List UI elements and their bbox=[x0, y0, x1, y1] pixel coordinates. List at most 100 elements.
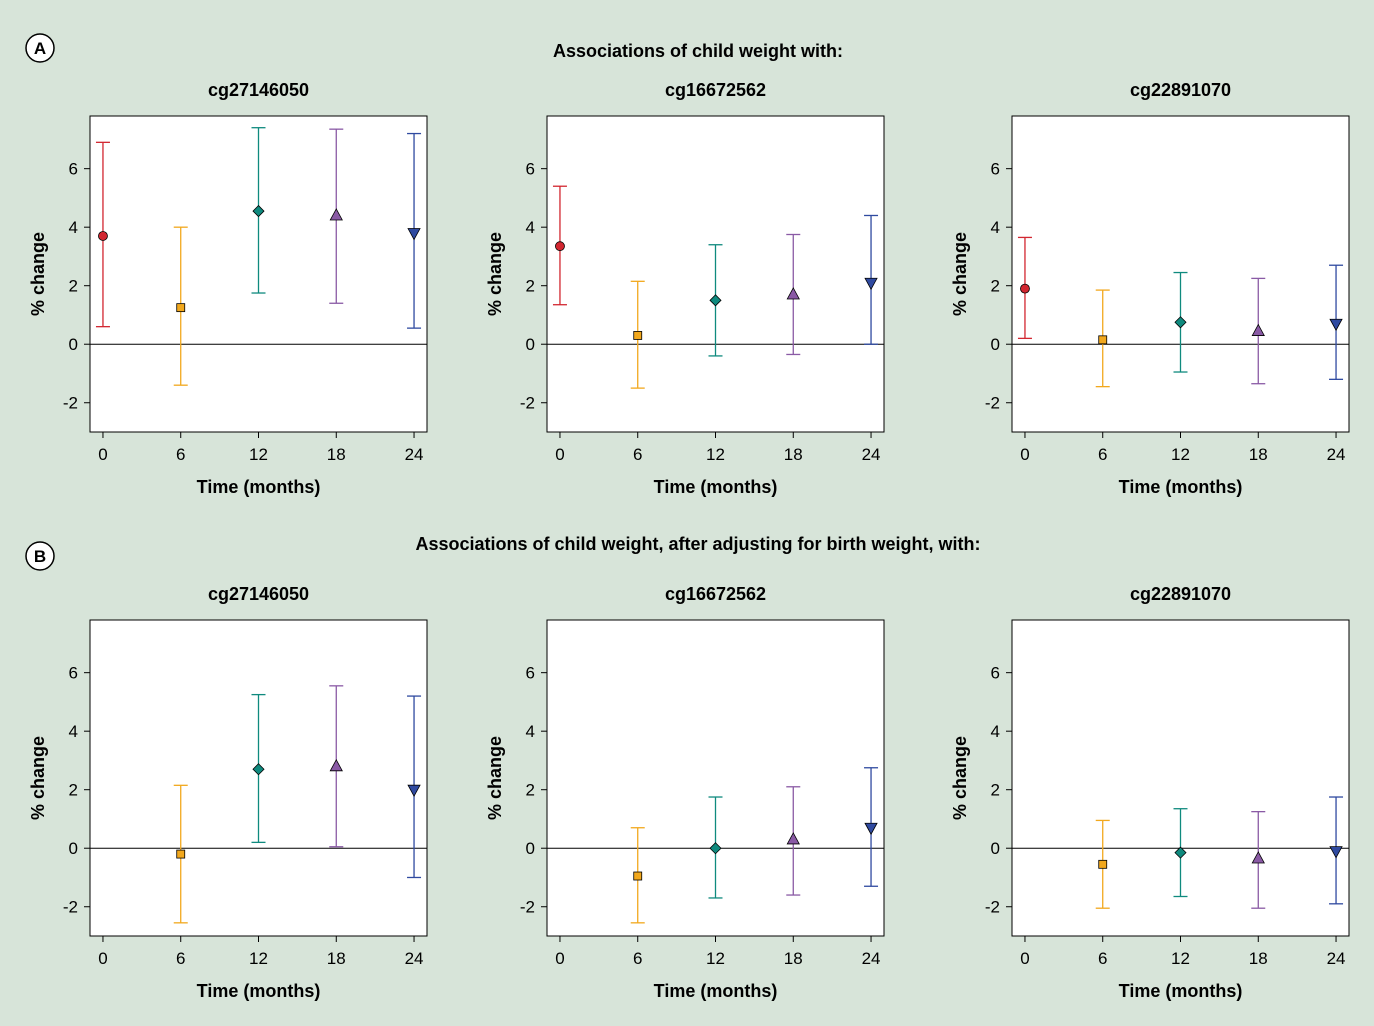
x-axis-label: Time (months) bbox=[197, 477, 321, 497]
y-tick-label: 4 bbox=[69, 722, 78, 741]
x-tick-label: 6 bbox=[176, 949, 185, 968]
y-axis-label: % change bbox=[28, 736, 48, 820]
y-axis-label: % change bbox=[28, 232, 48, 316]
panel-title: cg27146050 bbox=[208, 80, 309, 100]
y-tick-label: 4 bbox=[526, 722, 535, 741]
y-tick-label: 0 bbox=[69, 839, 78, 858]
section-a-label: A bbox=[34, 39, 46, 58]
x-axis-label: Time (months) bbox=[1119, 477, 1243, 497]
point-estimate-t24 bbox=[864, 277, 878, 291]
point-estimate-t12 bbox=[1174, 846, 1187, 859]
y-tick-label: 4 bbox=[991, 218, 1000, 237]
panel-title: cg22891070 bbox=[1130, 80, 1231, 100]
section-b-header: B Associations of child weight, after ad… bbox=[25, 534, 981, 571]
y-tick-label: -2 bbox=[63, 898, 78, 917]
point-estimate-t18 bbox=[786, 287, 800, 300]
x-axis-label: Time (months) bbox=[654, 477, 778, 497]
y-tick-label: 2 bbox=[69, 277, 78, 296]
x-tick-label: 24 bbox=[862, 445, 881, 464]
x-tick-label: 18 bbox=[784, 445, 803, 464]
x-tick-label: 0 bbox=[555, 949, 564, 968]
x-tick-label: 6 bbox=[1098, 445, 1107, 464]
y-tick-label: -2 bbox=[985, 898, 1000, 917]
y-tick-label: 4 bbox=[526, 218, 535, 237]
y-tick-label: 4 bbox=[69, 218, 78, 237]
x-tick-label: 12 bbox=[249, 445, 268, 464]
x-tick-label: 24 bbox=[405, 445, 424, 464]
x-tick-label: 0 bbox=[1020, 949, 1029, 968]
x-tick-label: 18 bbox=[327, 445, 346, 464]
point-estimate-t6 bbox=[176, 849, 186, 859]
panel-title: cg16672562 bbox=[665, 80, 766, 100]
y-tick-label: 0 bbox=[991, 335, 1000, 354]
point-estimate-t6 bbox=[633, 871, 643, 881]
x-tick-label: 0 bbox=[1020, 445, 1029, 464]
y-tick-label: -2 bbox=[520, 898, 535, 917]
point-estimate-t18 bbox=[329, 758, 343, 772]
point-estimate-t12 bbox=[709, 842, 722, 855]
y-tick-label: 2 bbox=[526, 277, 535, 296]
y-tick-label: 2 bbox=[991, 277, 1000, 296]
x-tick-label: 0 bbox=[555, 445, 564, 464]
panel-title: cg27146050 bbox=[208, 584, 309, 604]
point-estimate-t12 bbox=[252, 763, 265, 776]
point-estimate-t0 bbox=[1020, 283, 1030, 294]
y-tick-label: 2 bbox=[69, 781, 78, 800]
y-tick-label: 6 bbox=[526, 664, 535, 683]
x-tick-label: 18 bbox=[327, 949, 346, 968]
panel-title: cg22891070 bbox=[1130, 584, 1231, 604]
y-axis-label: % change bbox=[950, 232, 970, 316]
section-b-badge bbox=[25, 541, 55, 571]
section-b-title: Associations of child weight, after adju… bbox=[415, 534, 980, 554]
point-estimate-t24 bbox=[864, 822, 878, 836]
y-tick-label: 0 bbox=[526, 335, 535, 354]
point-estimate-t18 bbox=[1251, 323, 1265, 336]
x-tick-label: 24 bbox=[405, 949, 424, 968]
x-tick-label: 24 bbox=[1327, 949, 1346, 968]
section-a-badge bbox=[25, 33, 55, 63]
x-tick-label: 12 bbox=[1171, 949, 1190, 968]
y-axis-label: % change bbox=[950, 736, 970, 820]
point-estimate-t24 bbox=[407, 228, 421, 241]
panel-title: cg16672562 bbox=[665, 584, 766, 604]
section-a-title: Associations of child weight with: bbox=[553, 41, 843, 61]
y-tick-label: 6 bbox=[991, 160, 1000, 179]
x-tick-label: 0 bbox=[98, 949, 107, 968]
y-tick-label: 2 bbox=[991, 781, 1000, 800]
y-tick-label: 6 bbox=[526, 160, 535, 179]
x-tick-label: 12 bbox=[249, 949, 268, 968]
x-tick-label: 12 bbox=[706, 949, 725, 968]
point-estimate-t24 bbox=[1329, 318, 1343, 332]
point-estimate-t12 bbox=[252, 205, 265, 218]
x-tick-label: 18 bbox=[784, 949, 803, 968]
y-tick-label: -2 bbox=[520, 394, 535, 413]
x-tick-label: 12 bbox=[1171, 445, 1190, 464]
point-estimate-t6 bbox=[1098, 859, 1108, 869]
point-estimate-t18 bbox=[786, 832, 800, 845]
point-estimate-t12 bbox=[709, 294, 722, 307]
y-tick-label: 6 bbox=[69, 160, 78, 179]
point-estimate-t0 bbox=[555, 241, 565, 252]
x-axis-label: Time (months) bbox=[1119, 981, 1243, 1001]
x-tick-label: 6 bbox=[633, 949, 642, 968]
y-tick-label: -2 bbox=[63, 394, 78, 413]
y-axis-label: % change bbox=[485, 736, 505, 820]
point-estimate-t24 bbox=[1329, 846, 1343, 859]
y-tick-label: 6 bbox=[69, 664, 78, 683]
y-tick-label: 0 bbox=[526, 839, 535, 858]
y-tick-label: 6 bbox=[991, 664, 1000, 683]
point-estimate-t18 bbox=[1251, 851, 1265, 864]
x-tick-label: 6 bbox=[1098, 949, 1107, 968]
y-tick-label: -2 bbox=[985, 394, 1000, 413]
point-estimate-t12 bbox=[1174, 316, 1187, 329]
y-tick-label: 0 bbox=[69, 335, 78, 354]
x-tick-label: 0 bbox=[98, 445, 107, 464]
x-axis-label: Time (months) bbox=[654, 981, 778, 1001]
